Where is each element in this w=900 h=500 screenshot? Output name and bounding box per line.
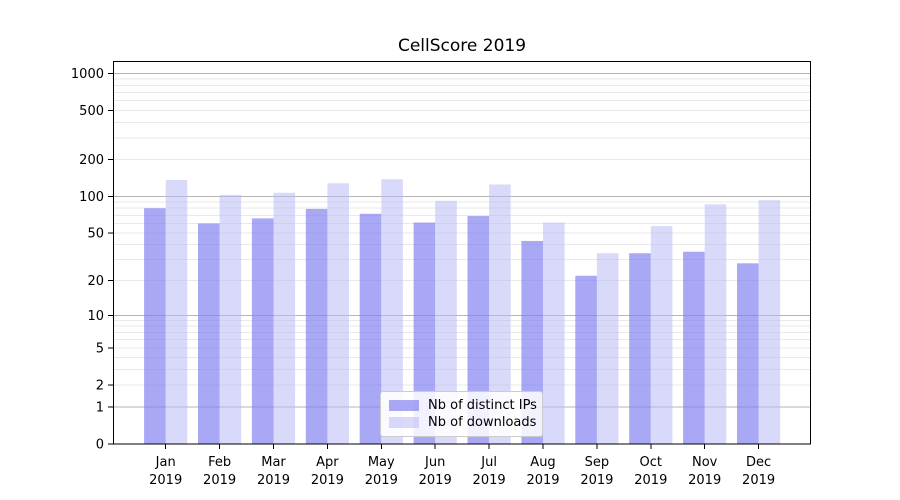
bar-feb-downloads bbox=[219, 194, 242, 444]
x-tick-label-month: Feb bbox=[208, 455, 231, 470]
bar-jan-downloads bbox=[165, 180, 188, 445]
x-tick-label-year: 2019 bbox=[149, 473, 182, 488]
bar-nov-downloads bbox=[704, 204, 727, 444]
bar-oct-distinct-ips bbox=[629, 253, 651, 444]
bar-apr-distinct-ips bbox=[305, 208, 328, 444]
y-tick-label: 2 bbox=[96, 379, 104, 394]
bar-mar-distinct-ips bbox=[251, 218, 274, 444]
x-tick-label-month: May bbox=[368, 455, 395, 470]
bar-jul-distinct-ips bbox=[467, 216, 490, 444]
bar-jul-downloads bbox=[489, 184, 511, 444]
plot-border bbox=[113, 61, 811, 445]
chart-title: CellScore 2019 bbox=[397, 36, 527, 56]
bar-dec-downloads bbox=[758, 200, 781, 444]
legend-item: Nb of downloads bbox=[389, 415, 537, 430]
y-tick-label: 500 bbox=[79, 104, 104, 119]
y-tick-label: 50 bbox=[87, 227, 104, 242]
x-tick-label-year: 2019 bbox=[634, 473, 667, 488]
x-tick-label-year: 2019 bbox=[688, 473, 721, 488]
bar-jan-distinct-ips bbox=[144, 208, 166, 444]
legend-item: Nb of distinct IPs bbox=[389, 398, 537, 413]
bar-feb-distinct-ips bbox=[198, 223, 220, 444]
y-tick-label: 1 bbox=[96, 400, 104, 415]
x-tick-label-year: 2019 bbox=[473, 473, 506, 488]
x-tick-label-year: 2019 bbox=[580, 473, 613, 488]
y-tick-label: 1000 bbox=[71, 67, 104, 82]
bar-aug-downloads bbox=[543, 222, 565, 444]
bar-jun-downloads bbox=[435, 200, 457, 444]
x-tick-label-year: 2019 bbox=[526, 473, 559, 488]
bar-dec-distinct-ips bbox=[737, 263, 759, 444]
x-tick-label-month: Jul bbox=[480, 455, 497, 470]
x-tick-label-year: 2019 bbox=[365, 473, 398, 488]
bar-may-downloads bbox=[381, 179, 403, 445]
y-tick-label: 0 bbox=[96, 438, 104, 453]
x-tick-label-year: 2019 bbox=[311, 473, 344, 488]
bar-nov-distinct-ips bbox=[683, 251, 705, 444]
legend: Nb of distinct IPs Nb of downloads bbox=[380, 391, 543, 437]
x-tick-label-year: 2019 bbox=[257, 473, 290, 488]
x-tick-label-year: 2019 bbox=[203, 473, 236, 488]
x-tick-label-month: Jun bbox=[424, 455, 445, 470]
bar-apr-downloads bbox=[327, 183, 349, 444]
x-tick-label-year: 2019 bbox=[742, 473, 775, 488]
x-tick-label-month: Sep bbox=[585, 455, 610, 470]
x-tick-label-month: Mar bbox=[261, 455, 286, 470]
bar-oct-downloads bbox=[650, 226, 673, 444]
x-tick-label-month: Nov bbox=[692, 455, 718, 470]
bar-sep-downloads bbox=[596, 253, 619, 444]
bar-jun-distinct-ips bbox=[413, 222, 436, 444]
bar-sep-distinct-ips bbox=[575, 275, 597, 444]
x-tick-label-month: Aug bbox=[530, 455, 555, 470]
x-tick-label-month: Jan bbox=[155, 455, 176, 470]
legend-swatch-distinct-ips bbox=[389, 400, 419, 411]
bar-may-distinct-ips bbox=[359, 213, 382, 444]
y-tick-label: 20 bbox=[87, 274, 104, 289]
x-tick-label-month: Dec bbox=[746, 455, 771, 470]
bar-mar-downloads bbox=[273, 192, 296, 444]
y-tick-label: 100 bbox=[79, 190, 104, 205]
legend-label: Nb of downloads bbox=[428, 415, 537, 430]
y-tick-label: 200 bbox=[79, 153, 104, 168]
x-tick-label-year: 2019 bbox=[419, 473, 452, 488]
legend-label: Nb of distinct IPs bbox=[428, 398, 537, 413]
y-tick-label: 10 bbox=[87, 309, 104, 324]
legend-swatch-downloads bbox=[389, 417, 419, 428]
y-tick-label: 5 bbox=[96, 341, 104, 356]
x-tick-label-month: Apr bbox=[316, 455, 339, 470]
x-tick-label-month: Oct bbox=[640, 455, 662, 470]
